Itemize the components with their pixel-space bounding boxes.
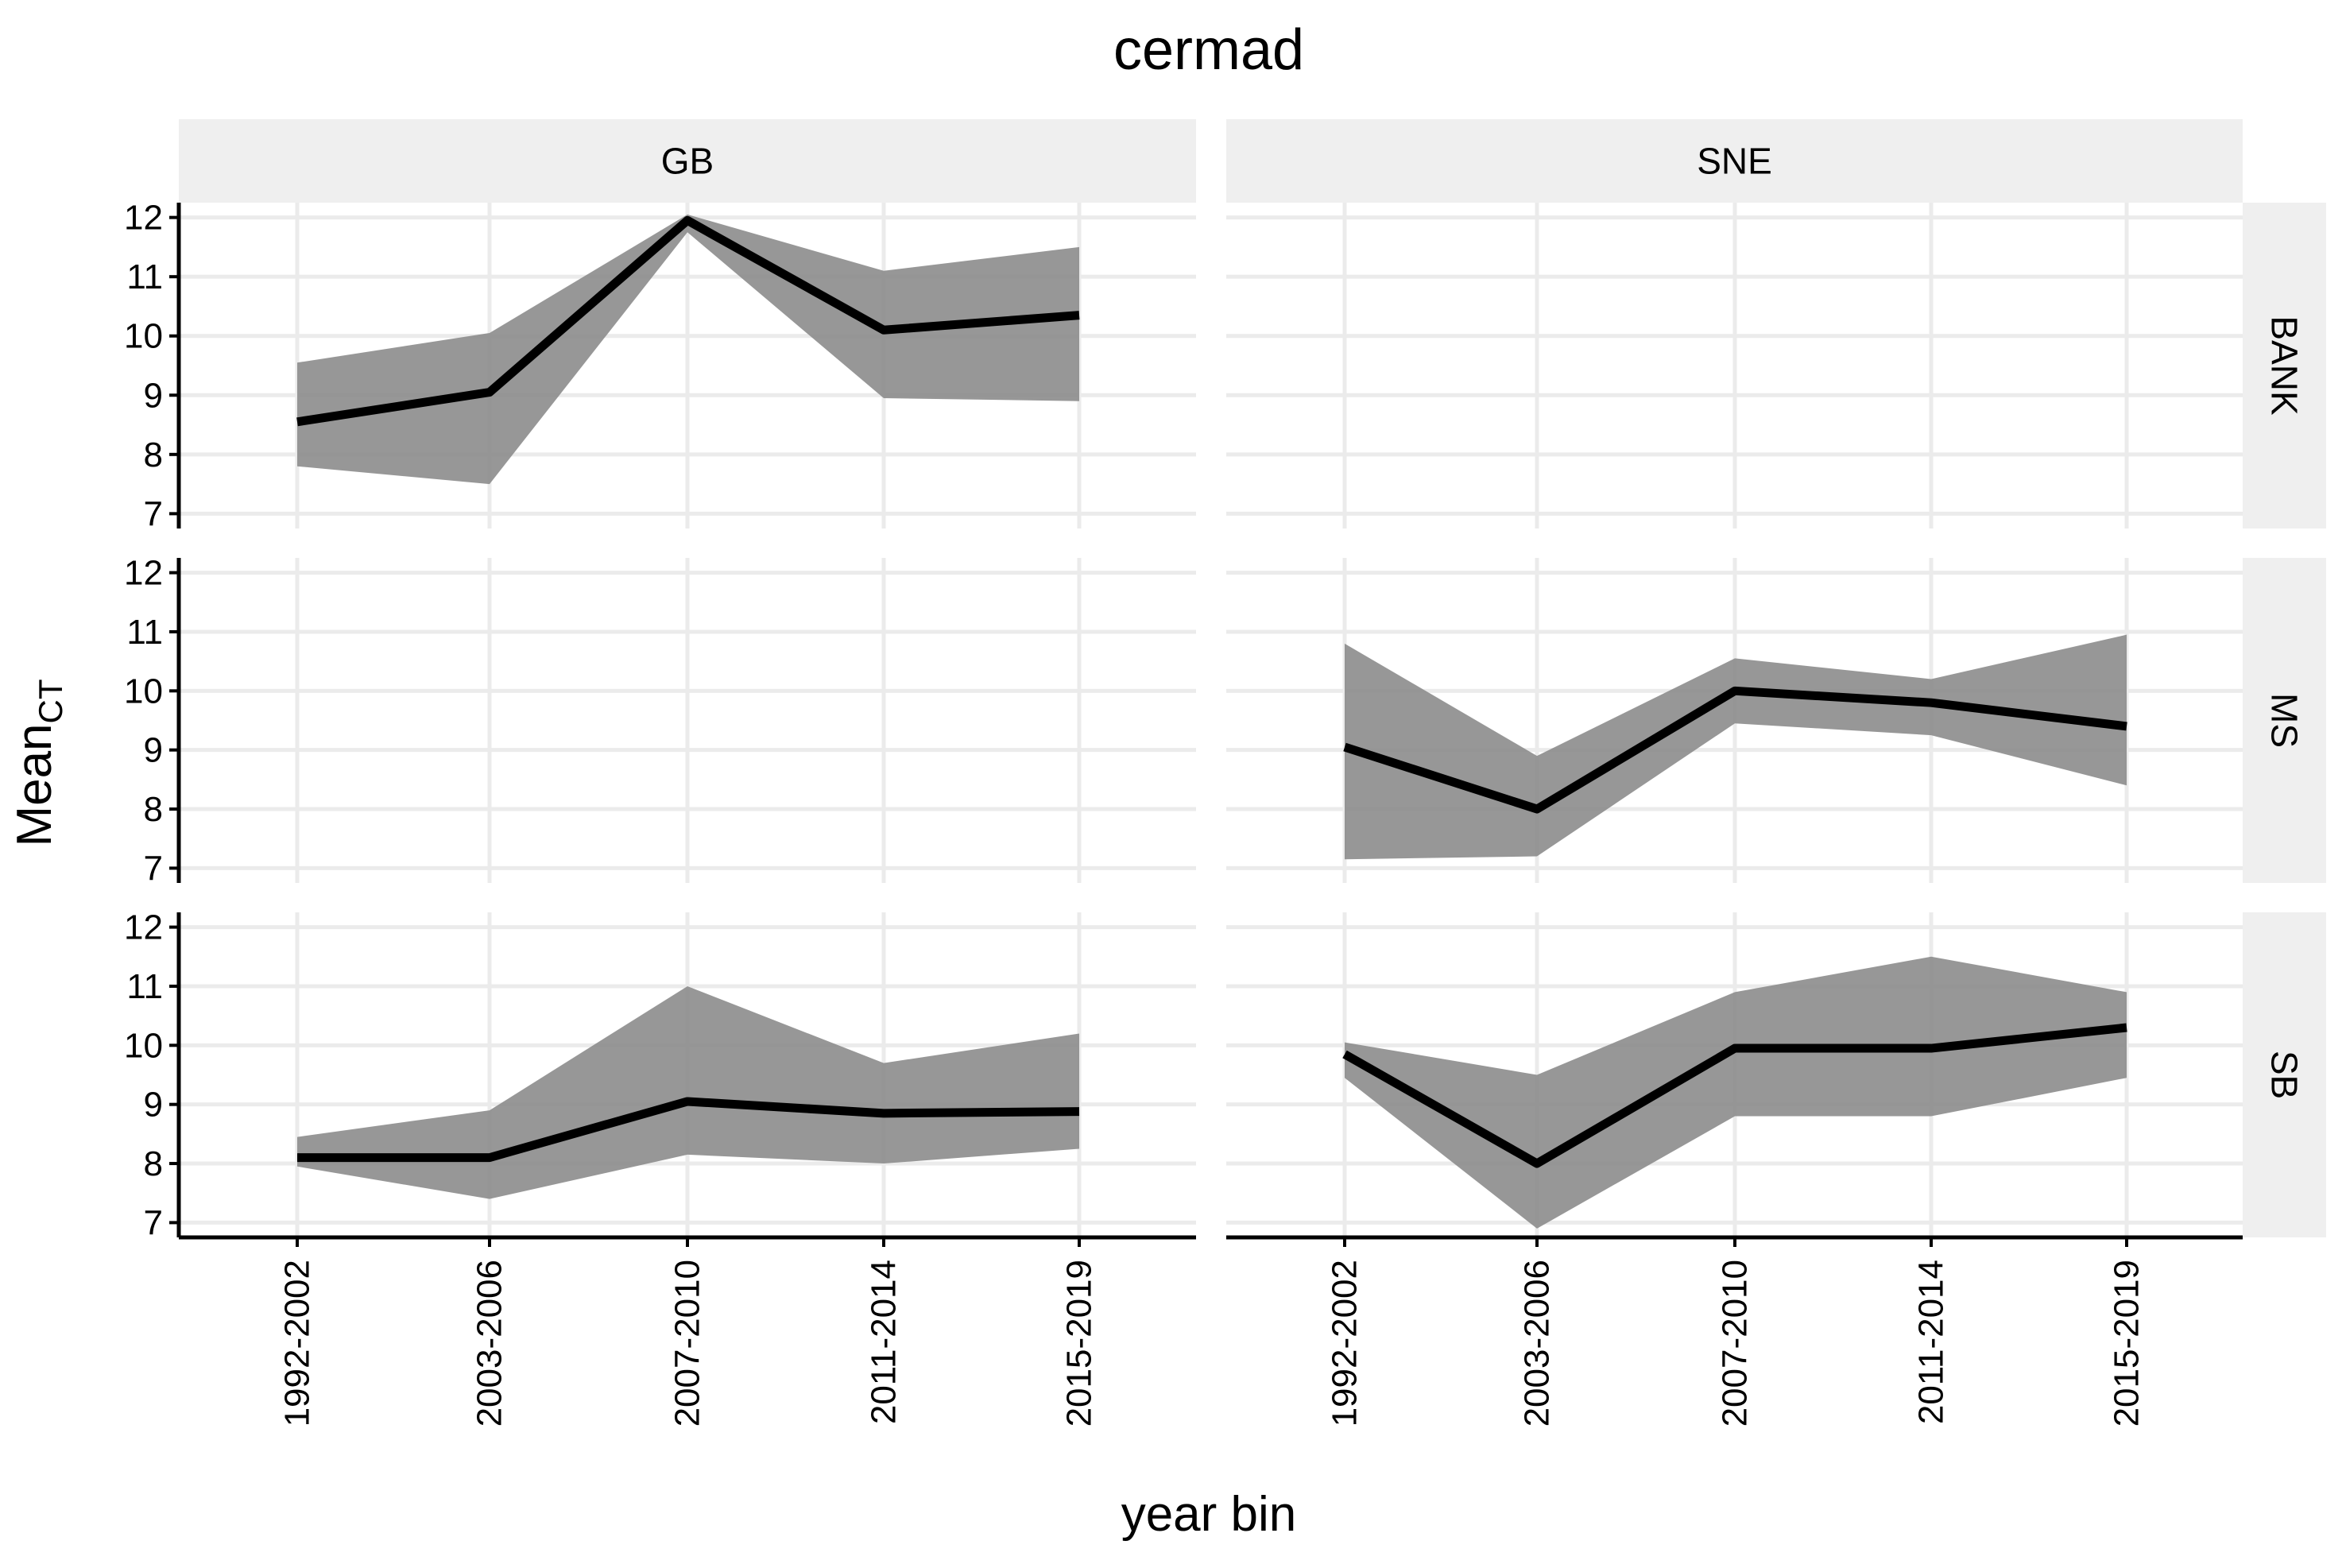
- facet-strip-label-bank: BANK: [2264, 316, 2305, 416]
- y-tick-label: 11: [126, 613, 163, 652]
- facet-strip-label-sb: SB: [2264, 1051, 2305, 1099]
- y-axis-sb: 7 8 9 10 11 12: [124, 908, 181, 1242]
- x-tick-label: 2011-2014: [1912, 1260, 1951, 1424]
- facet-strip-sb: [2243, 912, 2326, 1237]
- gridlines-gb-ms: [179, 558, 1196, 883]
- x-axis-label: year bin: [1121, 1487, 1297, 1542]
- mean-line: [1342, 1023, 2127, 1168]
- mean-line: [1343, 686, 2127, 814]
- mean-line: [296, 215, 1080, 427]
- y-axis-label-main: Mean: [7, 723, 62, 846]
- x-tick-label: 2003-2006: [470, 1260, 509, 1427]
- y-tick-label: 10: [124, 317, 163, 356]
- x-tick-label: 2015-2019: [1060, 1260, 1099, 1427]
- y-tick-label: 7: [144, 849, 163, 888]
- x-tick-label: 2015-2019: [2108, 1260, 2147, 1427]
- panel-sne-sb: [1342, 956, 2127, 1229]
- y-tick-label: 8: [144, 790, 163, 829]
- x-axis-sne: 1992-2002 2003-2006 2007-2010 2011-2014 2015…: [1226, 1235, 2243, 1427]
- y-tick-label: 8: [144, 1144, 163, 1183]
- y-tick-label: 11: [126, 967, 163, 1006]
- y-axis-ms: 7 8 9 10 11 12: [124, 554, 181, 888]
- confidence-ribbon: [297, 214, 1079, 485]
- gridlines-sne-bank: [1226, 203, 2243, 528]
- y-axis-bank: 7 8 9 10 11 12: [124, 199, 181, 533]
- y-tick-label: 9: [144, 1086, 163, 1125]
- y-axis-label: MeanCT: [7, 679, 69, 846]
- x-tick-label: 2011-2014: [865, 1260, 904, 1424]
- facet-strip-label-sne: SNE: [1697, 141, 1772, 182]
- y-tick-label: 7: [144, 1203, 163, 1242]
- facet-strip-bank: [2243, 203, 2326, 528]
- facet-panels: GB SNE BANK MS SB 7 8 9 10 11 12 7 8 9 10 11 12 7 8 9 10 11 12…: [124, 119, 2326, 1427]
- facet-strip-label-gb: GB: [661, 141, 714, 182]
- facet-strip-ms: [2243, 558, 2326, 883]
- chart-title: cermad: [1113, 18, 1304, 82]
- y-tick-label: 10: [124, 1026, 163, 1065]
- y-tick-label: 11: [126, 257, 163, 296]
- x-tick-label: 2003-2006: [1518, 1260, 1557, 1427]
- y-tick-label: 10: [124, 672, 163, 710]
- panel-gb-sb: [297, 985, 1080, 1199]
- y-tick-label: 12: [124, 199, 163, 238]
- y-axis-label-sub: CT: [32, 679, 69, 723]
- x-tick-label: 1992-2002: [1326, 1260, 1365, 1427]
- y-tick-label: 12: [124, 908, 163, 947]
- confidence-ribbon: [297, 985, 1079, 1199]
- x-axis-gb: 1992-2002 2003-2006 2007-2010 2011-2014 2015…: [179, 1235, 1196, 1427]
- x-tick-label: 2007-2010: [668, 1260, 707, 1427]
- y-tick-label: 8: [144, 436, 163, 474]
- y-tick-label: 12: [124, 554, 163, 593]
- facet-strip-sne: [1226, 119, 2243, 203]
- mean-line: [297, 1097, 1080, 1163]
- panel-gb-bank: [296, 214, 1080, 485]
- facet-strip-label-ms: MS: [2264, 693, 2305, 748]
- x-tick-label: 1992-2002: [278, 1260, 317, 1427]
- panel-sne-ms: [1343, 634, 2127, 860]
- y-tick-label: 7: [144, 494, 163, 533]
- y-tick-label: 9: [144, 376, 163, 415]
- facet-strip-gb: [179, 119, 1196, 203]
- y-tick-label: 9: [144, 731, 163, 770]
- x-tick-label: 2007-2010: [1716, 1260, 1755, 1427]
